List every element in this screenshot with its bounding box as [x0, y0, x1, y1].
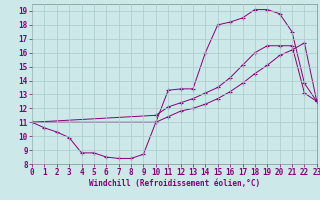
X-axis label: Windchill (Refroidissement éolien,°C): Windchill (Refroidissement éolien,°C): [89, 179, 260, 188]
